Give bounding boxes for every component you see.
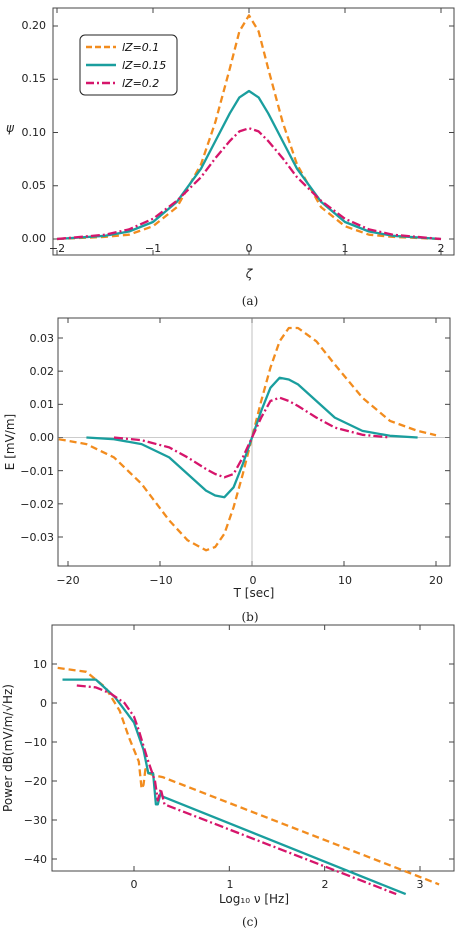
series-line-0 (57, 666, 440, 886)
panel-b-y-tick-label: 0.02 (30, 365, 55, 378)
panel-c-y-tick-label: −10 (24, 736, 47, 749)
legend-label-lz-0-15: lZ=0.15 (122, 59, 166, 72)
series-line-1 (62, 678, 407, 896)
panel-b-y-tick-label: 0.03 (30, 332, 55, 345)
panel-a-legend: lZ=0.1 lZ=0.15 lZ=0.2 (79, 34, 178, 96)
panel-a-y-tick-label: 0.15 (22, 72, 47, 85)
panel-c-frame (51, 624, 455, 872)
panel-b-y-axis-label: E [mV/m] (3, 414, 17, 470)
panel-a-caption: (a) (242, 294, 259, 308)
series-line-2 (76, 684, 397, 896)
panel-a-y-tick-label: 0.10 (22, 126, 47, 139)
panel-a: −2 −1 0 1 2 0.00 0.05 0.10 0.15 0.20 ζ ψ… (6, 7, 455, 308)
panel-c-series (52, 625, 454, 896)
series-line-2 (56, 127, 442, 241)
panel-b-frame (57, 317, 451, 567)
panel-a-series (53, 8, 454, 255)
panel-b-x-tick-label: 10 (338, 574, 352, 587)
series-line-0 (56, 14, 442, 241)
panel-c-x-tick-label: 2 (322, 878, 329, 891)
panel-c-x-axis-label: Log₁₀ ν [Hz] (219, 892, 289, 906)
panel-a-x-tick-label: −1 (145, 242, 161, 255)
panel-a-y-tick-label: 0.00 (22, 232, 47, 245)
panel-a-x-tick-label: −2 (49, 242, 65, 255)
panel-b-y-tick-label: −0.03 (20, 531, 54, 544)
panel-c-x-tick-label: 1 (227, 878, 234, 891)
panel-b-x-tick-label: 20 (429, 574, 443, 587)
panel-a-y-ticks: 0.00 0.05 0.10 0.15 0.20 (22, 19, 47, 245)
series-line-1 (86, 376, 418, 499)
legend-label-lz-0-2: lZ=0.2 (122, 77, 159, 90)
panel-b-x-tick-label: −10 (149, 574, 172, 587)
panel-a-x-tick-label: 1 (342, 242, 349, 255)
panel-b-y-tick-label: −0.01 (20, 465, 54, 478)
series-line-0 (58, 326, 437, 552)
panel-b-y-tick-label: 0.01 (30, 398, 55, 411)
panel-c-y-axis-label: Power dB(mV/m/√Hz) (1, 684, 15, 812)
panel-a-y-axis-label: ψ (6, 121, 15, 135)
panel-b-y-tick-label: 0.00 (30, 431, 55, 444)
panel-a-frame (52, 7, 455, 256)
panel-b-caption: (b) (241, 610, 258, 624)
panel-a-x-axis-label: ζ (245, 267, 254, 281)
panel-c-x-ticks: 0 1 2 3 (131, 878, 424, 891)
panel-c: 0 1 2 3 −40 −30 −20 −10 0 10 Log₁₀ ν [Hz… (1, 624, 455, 929)
panel-b-series (58, 318, 450, 566)
panel-b-x-tick-label: 0 (250, 574, 257, 587)
series-line-1 (56, 89, 442, 241)
panel-b-x-axis-label: T [sec] (233, 586, 275, 600)
panel-c-y-tick-label: −40 (24, 853, 47, 866)
panel-a-x-tick-label: 0 (246, 242, 253, 255)
panel-c-x-tick-label: 0 (131, 878, 138, 891)
panel-b-x-ticks: −20 −10 0 10 20 (56, 574, 443, 587)
panel-c-y-tick-label: 0 (40, 697, 47, 710)
panel-b: −20 −10 0 10 20 −0.03 −0.02 −0.01 0.00 0… (3, 317, 451, 624)
panel-a-y-tick-label: 0.20 (22, 19, 47, 32)
panel-c-x-tick-label: 3 (417, 878, 424, 891)
panel-b-y-ticks: −0.03 −0.02 −0.01 0.00 0.01 0.02 0.03 (20, 332, 54, 544)
panel-b-x-tick-label: −20 (56, 574, 79, 587)
panel-c-y-tick-label: −20 (24, 775, 47, 788)
panel-a-x-tick-label: 2 (438, 242, 445, 255)
legend-box (79, 34, 178, 96)
series-line-2 (113, 396, 391, 479)
panel-c-y-ticks: −40 −30 −20 −10 0 10 (24, 658, 47, 866)
panel-c-y-tick-label: 10 (33, 658, 47, 671)
panel-b-y-tick-label: −0.02 (20, 498, 54, 511)
panel-c-y-tick-label: −30 (24, 814, 47, 827)
panel-a-y-tick-label: 0.05 (22, 179, 47, 192)
legend-label-lz-0-1: lZ=0.1 (122, 41, 159, 54)
panel-a-x-ticks: −2 −1 0 1 2 (49, 242, 445, 255)
panel-c-caption: (c) (242, 915, 258, 929)
